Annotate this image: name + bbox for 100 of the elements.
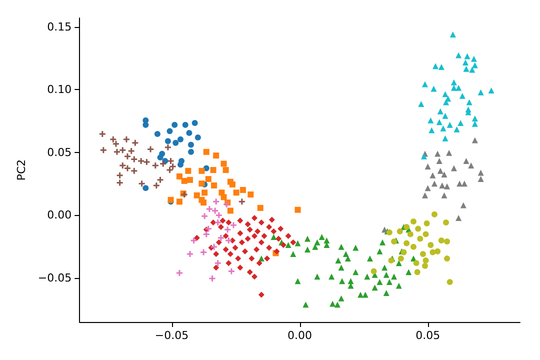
point [304,246,310,253]
point [248,191,254,198]
point [213,152,220,159]
point [176,173,182,180]
point [248,256,255,262]
point [258,220,264,226]
point [352,244,359,251]
point [142,185,149,192]
point [188,142,194,148]
y-tick-label: 0.00 [47,208,72,222]
point [258,292,264,298]
point [422,231,429,238]
point [444,256,450,262]
point [270,234,277,240]
point [172,122,178,128]
point [364,274,370,280]
point [246,269,253,276]
point [418,101,424,108]
point [318,234,325,240]
point [431,211,438,218]
point [294,240,301,246]
point [226,220,232,226]
point [386,279,392,286]
point [383,272,390,278]
y-tick-label: −0.05 [38,272,72,285]
point [469,66,476,73]
point [276,236,282,242]
point [382,264,388,271]
point [334,302,340,308]
point [454,126,460,132]
point [463,158,470,164]
point [372,284,378,291]
point [157,154,164,160]
point [443,99,450,106]
point [464,53,470,60]
point [186,176,193,183]
x-tick-label: 0.05 [416,329,440,342]
point [324,237,330,244]
point [466,99,472,106]
point [330,300,336,307]
point [198,180,205,187]
point [261,232,268,239]
point [422,257,429,264]
point [362,292,368,298]
point [338,244,344,250]
point [222,167,229,173]
point [478,170,484,176]
point [488,87,494,94]
point [242,248,248,254]
point [232,244,238,251]
point [472,137,478,144]
point [410,244,416,250]
point [366,256,373,262]
point [442,135,448,142]
point [396,282,402,289]
point [456,84,462,91]
point [290,251,296,258]
point [470,56,477,62]
point [417,236,424,242]
point [444,183,450,190]
point [396,228,403,234]
point [428,242,434,248]
point [472,62,478,68]
point [430,172,436,178]
point [376,279,383,286]
point [420,251,426,258]
point [450,165,457,172]
y-tick-label: 0.15 [47,20,72,34]
point [251,232,258,239]
point [218,224,224,230]
point [439,182,446,188]
point [407,231,414,238]
point [164,138,171,144]
point [420,153,427,160]
point [446,122,453,128]
y-axis-title: PC2 [15,159,28,181]
point [446,279,453,286]
point [202,190,208,196]
point [211,182,218,188]
point [192,120,198,126]
point [328,274,335,280]
point [431,180,438,187]
point [468,162,474,168]
point [314,239,320,246]
point [266,224,272,230]
point [380,239,386,246]
point [436,119,442,126]
point [194,192,200,198]
point [404,240,410,246]
point [258,239,264,246]
point [404,224,410,230]
point [338,264,344,271]
point [415,226,422,232]
point [312,244,318,250]
point [422,81,428,88]
point [227,208,234,214]
point [344,256,351,262]
point [302,302,309,308]
point [257,204,264,211]
point [398,256,404,262]
